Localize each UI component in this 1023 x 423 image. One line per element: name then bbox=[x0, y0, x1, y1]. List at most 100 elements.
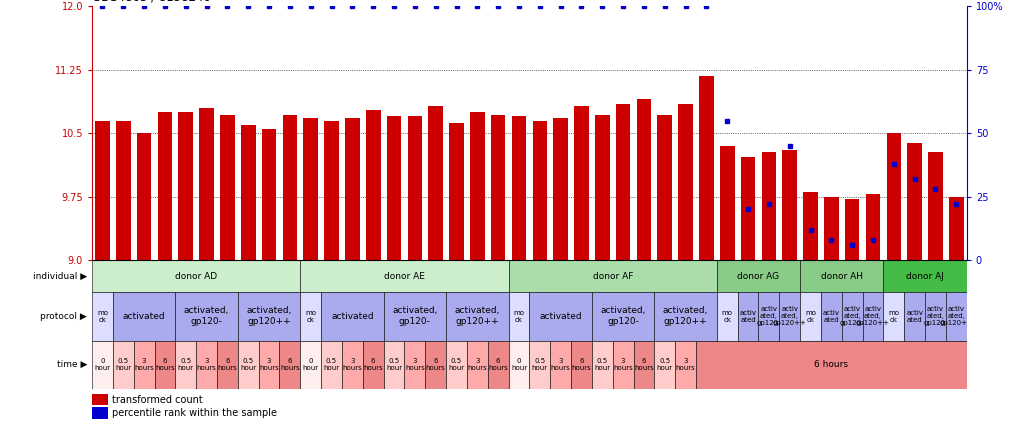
Bar bbox=[237, 341, 259, 389]
Bar bbox=[717, 260, 800, 292]
Bar bbox=[113, 341, 134, 389]
Text: 0.5
hour: 0.5 hour bbox=[594, 358, 611, 371]
Bar bbox=[655, 292, 717, 341]
Text: activ
ated,
gp120-: activ ated, gp120- bbox=[840, 306, 864, 326]
Bar bbox=[636, 99, 652, 260]
Bar bbox=[512, 116, 526, 260]
Text: mo
ck: mo ck bbox=[514, 310, 525, 323]
Bar bbox=[116, 121, 131, 260]
Bar bbox=[488, 341, 508, 389]
Text: donor AG: donor AG bbox=[738, 272, 780, 280]
Text: activ
ated: activ ated bbox=[906, 310, 923, 323]
Bar bbox=[800, 260, 884, 292]
Bar bbox=[530, 292, 592, 341]
Bar bbox=[178, 112, 193, 260]
Bar bbox=[633, 341, 655, 389]
Text: 0
hour: 0 hour bbox=[510, 358, 527, 371]
Bar bbox=[758, 292, 780, 341]
Bar bbox=[321, 292, 384, 341]
Bar bbox=[862, 292, 884, 341]
Text: protocol ▶: protocol ▶ bbox=[40, 312, 87, 321]
Bar bbox=[904, 292, 925, 341]
Bar bbox=[741, 157, 755, 260]
Text: activated,
gp120++: activated, gp120++ bbox=[663, 307, 708, 326]
Text: activated,
gp120-: activated, gp120- bbox=[392, 307, 438, 326]
Text: 3
hours: 3 hours bbox=[196, 358, 217, 371]
Text: 3
hours: 3 hours bbox=[468, 358, 487, 371]
Bar bbox=[800, 292, 820, 341]
Text: time ▶: time ▶ bbox=[56, 360, 87, 369]
Bar bbox=[655, 341, 675, 389]
Text: activated,
gp120-: activated, gp120- bbox=[601, 307, 646, 326]
Bar bbox=[366, 110, 381, 260]
Bar bbox=[508, 260, 717, 292]
Bar bbox=[92, 393, 107, 405]
Bar bbox=[508, 292, 530, 341]
Bar bbox=[675, 341, 696, 389]
Text: individual ▶: individual ▶ bbox=[33, 272, 87, 280]
Bar bbox=[113, 292, 175, 341]
Text: 3
hours: 3 hours bbox=[613, 358, 633, 371]
Bar bbox=[321, 341, 342, 389]
Bar bbox=[446, 341, 466, 389]
Bar bbox=[825, 197, 839, 260]
Bar bbox=[466, 341, 488, 389]
Bar bbox=[158, 112, 172, 260]
Bar bbox=[262, 129, 276, 260]
Text: 6
hours: 6 hours bbox=[280, 358, 300, 371]
Bar bbox=[363, 341, 384, 389]
Text: activ
ated,
gp120++: activ ated, gp120++ bbox=[772, 306, 807, 326]
Bar bbox=[717, 292, 738, 341]
Bar bbox=[780, 292, 800, 341]
Bar bbox=[508, 341, 530, 389]
Text: 0.5
hour: 0.5 hour bbox=[448, 358, 464, 371]
Text: 6
hours: 6 hours bbox=[634, 358, 654, 371]
Text: 3
hours: 3 hours bbox=[343, 358, 362, 371]
Bar bbox=[134, 341, 154, 389]
Bar bbox=[259, 341, 279, 389]
Bar bbox=[887, 133, 901, 260]
Text: 0.5
hour: 0.5 hour bbox=[532, 358, 548, 371]
Text: activated,
gp120-: activated, gp120- bbox=[184, 307, 229, 326]
Bar bbox=[616, 104, 630, 260]
Bar bbox=[783, 150, 797, 260]
Bar bbox=[907, 143, 922, 260]
Bar bbox=[92, 292, 113, 341]
Text: activ
ated,
gp120++: activ ated, gp120++ bbox=[856, 306, 890, 326]
Bar bbox=[387, 116, 401, 260]
Text: 6 hours: 6 hours bbox=[814, 360, 848, 369]
Bar bbox=[241, 125, 256, 260]
Text: 0
hour: 0 hour bbox=[94, 358, 110, 371]
Text: 0.5
hour: 0.5 hour bbox=[240, 358, 257, 371]
Text: activ
ated: activ ated bbox=[822, 310, 840, 323]
Bar bbox=[946, 292, 967, 341]
Bar bbox=[175, 292, 237, 341]
Bar bbox=[175, 341, 196, 389]
Text: 0
hour: 0 hour bbox=[303, 358, 319, 371]
Bar bbox=[384, 341, 404, 389]
Text: transformed count: transformed count bbox=[113, 395, 203, 404]
Bar bbox=[842, 292, 862, 341]
Text: donor AF: donor AF bbox=[592, 272, 633, 280]
Bar bbox=[928, 152, 943, 260]
Text: 0.5
hour: 0.5 hour bbox=[386, 358, 402, 371]
Bar bbox=[553, 118, 568, 260]
Bar bbox=[279, 341, 301, 389]
Bar bbox=[530, 341, 550, 389]
Bar bbox=[550, 341, 571, 389]
Text: GDS4863 / 8158240: GDS4863 / 8158240 bbox=[92, 0, 211, 4]
Bar bbox=[304, 118, 318, 260]
Bar bbox=[301, 260, 508, 292]
Bar bbox=[533, 121, 547, 260]
Text: 0.5
hour: 0.5 hour bbox=[116, 358, 131, 371]
Bar bbox=[949, 197, 964, 260]
Bar bbox=[220, 115, 234, 260]
Bar bbox=[658, 115, 672, 260]
Text: 0.5
hour: 0.5 hour bbox=[178, 358, 193, 371]
Bar bbox=[571, 341, 592, 389]
Bar bbox=[237, 292, 301, 341]
Text: mo
ck: mo ck bbox=[97, 310, 108, 323]
Bar bbox=[301, 292, 321, 341]
Text: donor AJ: donor AJ bbox=[906, 272, 944, 280]
Bar bbox=[592, 341, 613, 389]
